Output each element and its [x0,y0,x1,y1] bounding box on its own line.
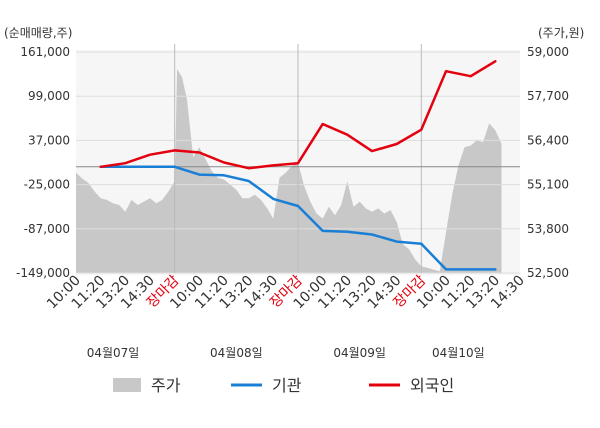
right-axis-unit: (주가,원) [538,26,584,40]
series-line-0 [99,165,497,271]
right-tick-label: 56,400 [527,133,569,147]
series-line-1 [99,60,497,170]
left-tick-label: 99,000 [28,89,70,103]
left-axis: 161,000 99,000 37,000 -25,000 -87,000 -149,00… [16,45,70,280]
legend-foreign-label: 외국인 [410,376,454,395]
left-axis-unit: (순매매량,주) [4,26,72,40]
right-tick-label: 53,800 [527,222,569,236]
day-labels: 04월07일 04월08일 04월09일 04월10일 [87,346,485,360]
right-tick-label: 52,500 [527,266,569,280]
legend-price-swatch [113,378,141,392]
price-area-series [76,69,502,273]
x-axis: 10:0011:2013:2014:30장마감10:0011:2013:2014… [44,272,528,312]
right-tick-label: 59,000 [527,45,569,59]
day-label: 04월07일 [87,346,140,360]
legend-institution-label: 기관 [272,376,302,395]
right-tick-label: 55,100 [527,178,569,192]
left-tick-label: -25,000 [24,178,70,192]
left-tick-label: 37,000 [28,133,70,147]
day-label: 04월10일 [432,346,485,360]
left-tick-label: -87,000 [24,222,70,236]
price-area [76,69,502,273]
day-label: 04월09일 [333,346,386,360]
net-trade-lines [99,60,497,271]
right-axis: 59,000 57,700 56,400 55,100 53,800 52,500 [527,45,569,280]
right-tick-label: 57,700 [527,89,569,103]
legend-price-label: 주가 [151,376,181,395]
legend: 주가 기관 외국인 [113,376,454,395]
left-tick-label: 161,000 [20,45,70,59]
left-tick-label: -149,000 [16,266,70,280]
day-label: 04월08일 [210,346,263,360]
